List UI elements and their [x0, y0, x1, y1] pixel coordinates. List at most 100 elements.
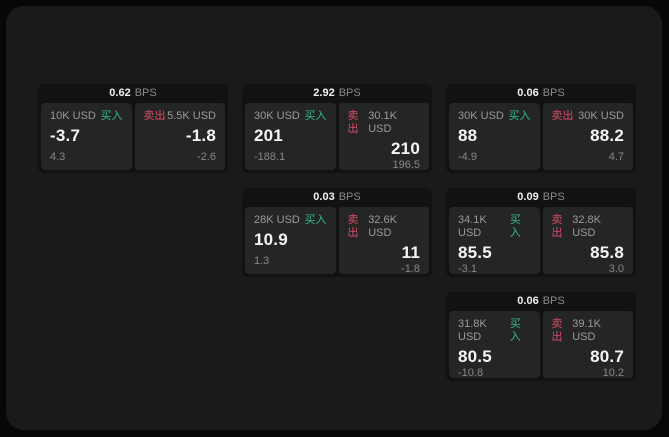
sell-quote-tile[interactable]: 卖出 30.1K USD 210 196.5 — [338, 103, 429, 171]
sell-tag: 卖出 — [551, 110, 574, 122]
sell-quote-tile[interactable]: 卖出 32.6K USD 11 -1.8 — [338, 207, 429, 275]
spread-header: 0.09 BPS — [449, 188, 633, 207]
sell-tag: 卖出 — [551, 318, 563, 343]
sell-change: 4.7 — [608, 151, 624, 163]
sell-quote-tile[interactable]: 卖出 32.8K USD 85.8 3.0 — [542, 207, 633, 275]
buy-quote-tile[interactable]: 30K USD 买入 88 -4.9 — [449, 103, 540, 170]
buy-change: -188.1 — [254, 151, 286, 163]
buy-quote-tile[interactable]: 10K USD 买入 -3.7 4.3 — [41, 103, 132, 170]
spread-header: 0.06 BPS — [449, 292, 633, 311]
spread-header: 0.06 BPS — [449, 84, 633, 103]
buy-amount: 10K USD — [50, 110, 96, 122]
sell-amount: 30.1K USD — [368, 110, 397, 135]
sell-quote-tile[interactable]: 卖出 5.5K USD -1.8 -2.6 — [134, 103, 225, 170]
quote-card: 0.06 BPS 31.8K USD 买入 80.5 -10.8 卖出 39.1… — [446, 292, 636, 381]
quote-card: 0.03 BPS 28K USD 买入 10.9 1.3 卖出 32.6K US… — [242, 188, 432, 277]
buy-top-row: 31.8K USD 买入 — [458, 318, 531, 344]
sell-change: -2.6 — [197, 151, 216, 163]
sell-change: -1.8 — [401, 263, 420, 275]
sell-quote-tile[interactable]: 卖出 30K USD 88.2 4.7 — [542, 103, 633, 170]
buy-price: -3.7 — [50, 126, 81, 145]
buy-price: 88 — [458, 126, 478, 145]
buy-tag: 买入 — [304, 214, 327, 226]
sell-tag: 卖出 — [347, 110, 359, 135]
sell-amount: 39.1K USD — [572, 318, 601, 343]
spread-value: 0.06 — [517, 295, 539, 307]
buy-change: -4.9 — [458, 151, 477, 163]
sell-change: 10.2 — [602, 367, 624, 379]
buy-tag: 买入 — [509, 318, 521, 343]
quote-card: 2.92 BPS 30K USD 买入 201 -188.1 卖出 30.1K … — [242, 84, 432, 173]
spread-value: 0.62 — [109, 87, 131, 99]
quote-card: 0.09 BPS 34.1K USD 买入 85.5 -3.1 卖出 32.8K… — [446, 188, 636, 277]
buy-quote-tile[interactable]: 34.1K USD 买入 85.5 -3.1 — [449, 207, 540, 275]
buy-price: 85.5 — [458, 243, 492, 262]
buy-top-row: 28K USD 买入 — [254, 214, 327, 227]
buy-change: -3.1 — [458, 263, 477, 275]
buy-tag: 买入 — [509, 214, 521, 239]
buy-amount: 31.8K USD — [458, 318, 487, 343]
sell-amount: 5.5K USD — [167, 110, 216, 122]
buy-top-row: 10K USD 买入 — [50, 110, 123, 123]
sell-price: 85.8 — [590, 243, 624, 262]
buy-quote-tile[interactable]: 30K USD 买入 201 -188.1 — [245, 103, 336, 170]
buy-amount: 30K USD — [458, 110, 504, 122]
quote-grid: 0.62 BPS 10K USD 买入 -3.7 4.3 卖出 5.5K USD — [38, 84, 636, 381]
buy-amount: 34.1K USD — [458, 214, 487, 239]
sell-top-row: 卖出 32.8K USD — [552, 214, 625, 240]
buy-tag: 买入 — [304, 110, 327, 122]
buy-price: 201 — [254, 126, 283, 145]
buy-price: 80.5 — [458, 347, 492, 366]
buy-top-row: 34.1K USD 买入 — [458, 214, 531, 240]
quote-body: 31.8K USD 买入 80.5 -10.8 卖出 39.1K USD 80.… — [449, 311, 633, 379]
buy-tag: 买入 — [100, 110, 123, 122]
sell-price: 80.7 — [590, 347, 624, 366]
quote-card: 0.06 BPS 30K USD 买入 88 -4.9 卖出 30K USD — [446, 84, 636, 173]
sell-amount: 30K USD — [578, 110, 624, 122]
buy-quote-tile[interactable]: 28K USD 买入 10.9 1.3 — [245, 207, 336, 274]
spread-header: 2.92 BPS — [245, 84, 429, 103]
spread-unit: BPS — [542, 191, 565, 203]
quote-body: 30K USD 买入 88 -4.9 卖出 30K USD 88.2 4.7 — [449, 103, 633, 170]
sell-top-row: 卖出 32.6K USD — [348, 214, 421, 240]
sell-top-row: 卖出 39.1K USD — [552, 318, 625, 344]
quote-card: 0.62 BPS 10K USD 买入 -3.7 4.3 卖出 5.5K USD — [38, 84, 228, 173]
spread-unit: BPS — [542, 295, 565, 307]
sell-change: 196.5 — [392, 159, 420, 171]
buy-price: 10.9 — [254, 230, 288, 249]
sell-top-row: 卖出 5.5K USD — [144, 110, 217, 123]
sell-change: 3.0 — [608, 263, 624, 275]
buy-tag: 买入 — [508, 110, 531, 122]
sell-price: 88.2 — [590, 126, 624, 145]
buy-change: 1.3 — [254, 255, 270, 267]
spread-value: 0.03 — [313, 191, 335, 203]
spread-header: 0.62 BPS — [41, 84, 225, 103]
buy-change: 4.3 — [50, 151, 66, 163]
buy-top-row: 30K USD 买入 — [458, 110, 531, 123]
sell-amount: 32.8K USD — [572, 214, 601, 239]
app-window: 0.62 BPS 10K USD 买入 -3.7 4.3 卖出 5.5K USD — [6, 6, 662, 430]
spread-value: 0.06 — [517, 87, 539, 99]
buy-top-row: 30K USD 买入 — [254, 110, 327, 123]
sell-tag: 卖出 — [143, 110, 166, 122]
sell-amount: 32.6K USD — [368, 214, 397, 239]
sell-tag: 卖出 — [347, 214, 359, 239]
spread-unit: BPS — [338, 191, 361, 203]
buy-quote-tile[interactable]: 31.8K USD 买入 80.5 -10.8 — [449, 311, 540, 379]
sell-price: 210 — [391, 139, 420, 158]
spread-header: 0.03 BPS — [245, 188, 429, 207]
buy-change: -10.8 — [458, 367, 484, 379]
buy-amount: 30K USD — [254, 110, 300, 122]
sell-quote-tile[interactable]: 卖出 39.1K USD 80.7 10.2 — [542, 311, 633, 379]
sell-tag: 卖出 — [551, 214, 563, 239]
spread-value: 0.09 — [517, 191, 539, 203]
spread-unit: BPS — [134, 87, 157, 99]
quote-body: 10K USD 买入 -3.7 4.3 卖出 5.5K USD -1.8 -2.… — [41, 103, 225, 170]
sell-price: 11 — [401, 243, 420, 262]
sell-price: -1.8 — [185, 126, 216, 145]
spread-unit: BPS — [338, 87, 361, 99]
sell-top-row: 卖出 30K USD — [552, 110, 625, 123]
buy-amount: 28K USD — [254, 214, 300, 226]
quote-body: 28K USD 买入 10.9 1.3 卖出 32.6K USD 11 -1.8 — [245, 207, 429, 275]
spread-value: 2.92 — [313, 87, 335, 99]
